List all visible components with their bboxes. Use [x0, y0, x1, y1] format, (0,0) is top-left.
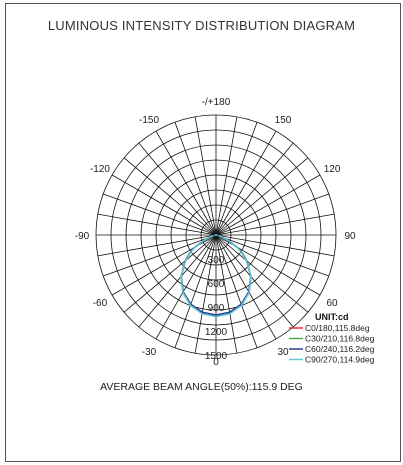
grid-spoke — [111, 174, 217, 236]
grid-spoke — [138, 142, 217, 236]
angle-label: -150 — [139, 115, 159, 126]
angle-label: -60 — [93, 298, 108, 309]
angle-label: -/+180 — [202, 97, 231, 108]
grid-spoke — [215, 234, 294, 328]
angle-label: -120 — [90, 164, 110, 175]
radial-label: 900 — [208, 303, 225, 314]
legend-entry: C90/270,114.9deg — [305, 355, 375, 365]
grid-spoke — [103, 193, 217, 236]
angle-label: 30 — [277, 347, 289, 358]
angle-label: 150 — [275, 115, 292, 126]
grid-spoke — [215, 234, 335, 257]
legend-entry: C0/180,115.8deg — [305, 323, 370, 333]
radial-label: 1500 — [205, 351, 228, 362]
grid-spoke — [194, 116, 217, 236]
grid-spoke — [215, 122, 258, 236]
grid-spoke — [215, 234, 277, 340]
grid-spoke — [138, 234, 217, 328]
radial-label: 600 — [208, 279, 225, 290]
average-beam-angle: AVERAGE BEAM ANGLE(50%):115.9 DEG — [100, 381, 303, 393]
grid-spoke — [215, 116, 238, 236]
grid-spoke — [215, 130, 277, 236]
grid-spoke — [123, 234, 217, 313]
grid-spoke — [215, 174, 321, 236]
series-curve — [180, 234, 252, 318]
grid-spoke — [97, 234, 217, 257]
grid-spoke — [123, 157, 217, 236]
radial-label: 1200 — [205, 327, 228, 338]
grid-spoke — [97, 213, 217, 236]
grid-spoke — [215, 157, 309, 236]
angle-label: 90 — [344, 231, 356, 242]
angle-label: -30 — [142, 347, 157, 358]
angle-label: 120 — [324, 164, 341, 175]
grid-spoke — [155, 130, 217, 236]
grid-spoke — [215, 234, 238, 354]
angle-label: 60 — [326, 298, 338, 309]
angle-label: 0 — [213, 357, 219, 368]
grid-spoke — [215, 234, 329, 277]
grid-spoke — [194, 234, 217, 354]
grid-spoke — [174, 122, 217, 236]
legend-entry: C60/240,116.2deg — [305, 344, 375, 354]
angle-label: -90 — [75, 231, 90, 242]
grid-spoke — [155, 234, 217, 340]
grid-spoke — [174, 234, 217, 348]
grid-spoke — [215, 213, 335, 236]
radial-label: 0 — [213, 231, 219, 242]
radial-label: 300 — [208, 255, 225, 266]
chart-title: LUMINOUS INTENSITY DISTRIBUTION DIAGRAM — [47, 18, 356, 33]
grid-spoke — [215, 234, 258, 348]
grid-spoke — [215, 142, 294, 236]
grid-spoke — [103, 234, 217, 277]
grid-spoke — [215, 193, 329, 236]
unit-label: UNIT:cd — [315, 312, 349, 322]
legend-entry: C30/210,116.8deg — [305, 334, 375, 344]
grid-spoke — [215, 234, 309, 313]
